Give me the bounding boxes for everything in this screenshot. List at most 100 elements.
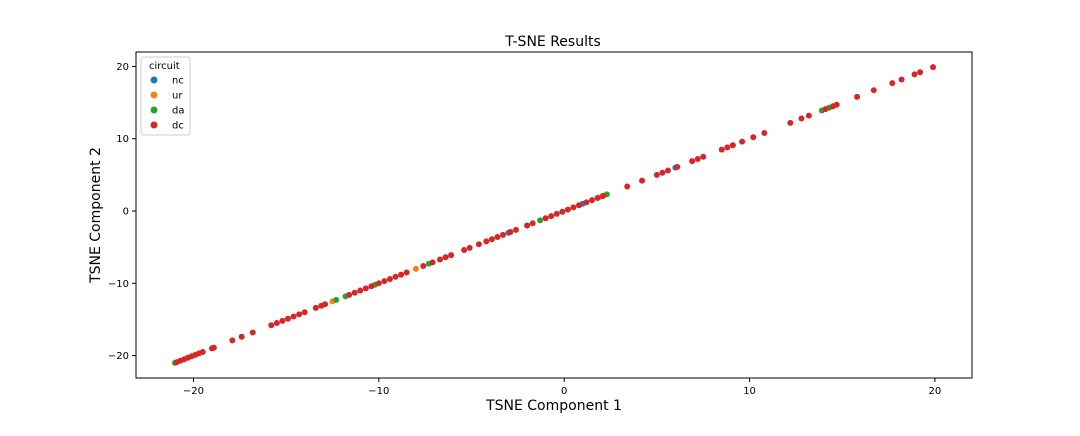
scatter-point-dc — [494, 234, 501, 241]
y-tick-label: 0 — [123, 207, 129, 218]
scatter-point-dc — [553, 210, 560, 217]
scatter-point-dc — [351, 289, 358, 296]
scatter-point-dc — [268, 322, 275, 329]
scatter-point-dc — [301, 309, 308, 316]
scatter-point-dc — [761, 129, 768, 136]
y-tick-label: 10 — [116, 134, 129, 145]
scatter-point-dc — [576, 202, 583, 209]
scatter-point-dc — [507, 228, 514, 235]
scatter-point-dc — [346, 291, 353, 298]
legend-label-da: da — [172, 106, 184, 117]
scatter-point-dc — [750, 134, 757, 141]
scatter-point-dc — [322, 301, 329, 308]
scatter-point-dc — [513, 226, 519, 233]
scatter-point-dc — [461, 247, 468, 254]
legend-frame — [140, 56, 191, 136]
scatter-point-dc — [689, 158, 696, 165]
scatter-point-dc — [600, 192, 607, 199]
scatter-point-dc — [674, 163, 681, 170]
scatter-point-dc — [589, 197, 595, 204]
scatter-point-dc — [718, 146, 725, 153]
x-tick-label: 20 — [929, 386, 942, 397]
x-tick-label: −10 — [368, 386, 389, 397]
scatter-point-dc — [368, 283, 375, 290]
scatter-point-dc — [437, 256, 443, 263]
scatter-point-dc — [381, 278, 388, 285]
scatter-point-dc — [570, 204, 577, 211]
scatter-point-dc — [290, 313, 297, 320]
scatter-point-dc — [889, 80, 896, 87]
scatter-point-dc — [392, 273, 399, 280]
scatter-point-dc — [362, 285, 369, 292]
scatter-point-da — [537, 217, 544, 224]
points-layer — [171, 64, 937, 366]
scatter-point-dc — [694, 155, 701, 162]
legend-entries: nc ur da dc — [150, 76, 184, 132]
y-tick-label: 20 — [116, 62, 129, 73]
legend-marker-dc — [150, 121, 158, 129]
scatter-point-dc — [542, 215, 549, 222]
scatter-point-dc — [500, 231, 507, 238]
scatter-point-dc — [249, 329, 256, 336]
scatter-point-dc — [375, 280, 382, 287]
x-tick-label: 0 — [561, 386, 567, 397]
scatter-point-dc — [700, 153, 707, 160]
scatter-point-dc — [229, 337, 236, 344]
scatter-point-dc — [930, 64, 937, 71]
scatter-point-dc — [548, 213, 555, 220]
scatter-point-dc — [448, 252, 455, 259]
scatter-point-dc — [583, 199, 590, 206]
scatter-point-dc — [273, 320, 280, 327]
scatter-point-dc — [429, 259, 436, 266]
y-axis-ticks: −20 −10 0 10 20 — [108, 62, 136, 362]
chart-title: T-SNE Results — [504, 34, 601, 50]
scatter-point-dc — [805, 112, 812, 119]
legend-label-nc: nc — [172, 76, 184, 87]
plot-area — [135, 51, 973, 379]
legend-marker-nc — [150, 76, 158, 84]
scatter-point-dc — [898, 76, 905, 83]
legend-marker-da — [150, 106, 158, 114]
scatter-point-dc — [624, 183, 631, 190]
scatter-point-dc — [475, 241, 482, 248]
legend: circuit nc ur da dc — [140, 56, 191, 136]
scatter-point-dc — [238, 333, 245, 340]
scatter-point-dc — [199, 348, 206, 355]
x-axis-ticks: −20 −10 0 10 20 — [183, 378, 941, 397]
scatter-point-dc — [559, 208, 566, 215]
scatter-point-dc — [564, 206, 571, 213]
scatter-point-dc — [466, 244, 473, 251]
scatter-point-dc — [665, 167, 671, 174]
scatter-point-dc — [594, 195, 601, 202]
scatter-point-dc — [729, 142, 736, 149]
scatter-point-dc — [659, 169, 666, 176]
legend-marker-ur — [150, 91, 158, 99]
scatter-point-dc — [296, 311, 303, 318]
scatter-point-dc — [357, 287, 364, 294]
y-tick-label: −20 — [108, 351, 129, 362]
scatter-point-dc — [822, 106, 829, 113]
scatter-point-dc — [787, 119, 794, 126]
y-axis-label: TSNE Component 2 — [88, 147, 104, 284]
scatter-point-dc — [798, 115, 805, 122]
x-tick-label: 10 — [743, 386, 756, 397]
scatter-point-dc — [833, 101, 840, 108]
x-tick-label: −20 — [183, 386, 204, 397]
scatter-point-dc — [483, 238, 490, 245]
scatter-point-dc — [639, 177, 646, 184]
scatter-point-dc — [403, 269, 410, 276]
scatter-point-dc — [724, 144, 731, 151]
legend-label-dc: dc — [172, 121, 184, 132]
scatter-point-dc — [870, 87, 877, 94]
plot-frame — [135, 51, 973, 379]
scatter-point-dc — [653, 171, 660, 178]
scatter-point-dc — [488, 236, 495, 243]
scatter-point-dc — [279, 317, 286, 324]
scatter-point-dc — [911, 71, 918, 78]
scatter-point-da — [333, 296, 340, 303]
scatter-point-dc — [420, 262, 427, 269]
scatter-point-dc — [739, 138, 746, 145]
scatter-point-dc — [386, 275, 393, 282]
